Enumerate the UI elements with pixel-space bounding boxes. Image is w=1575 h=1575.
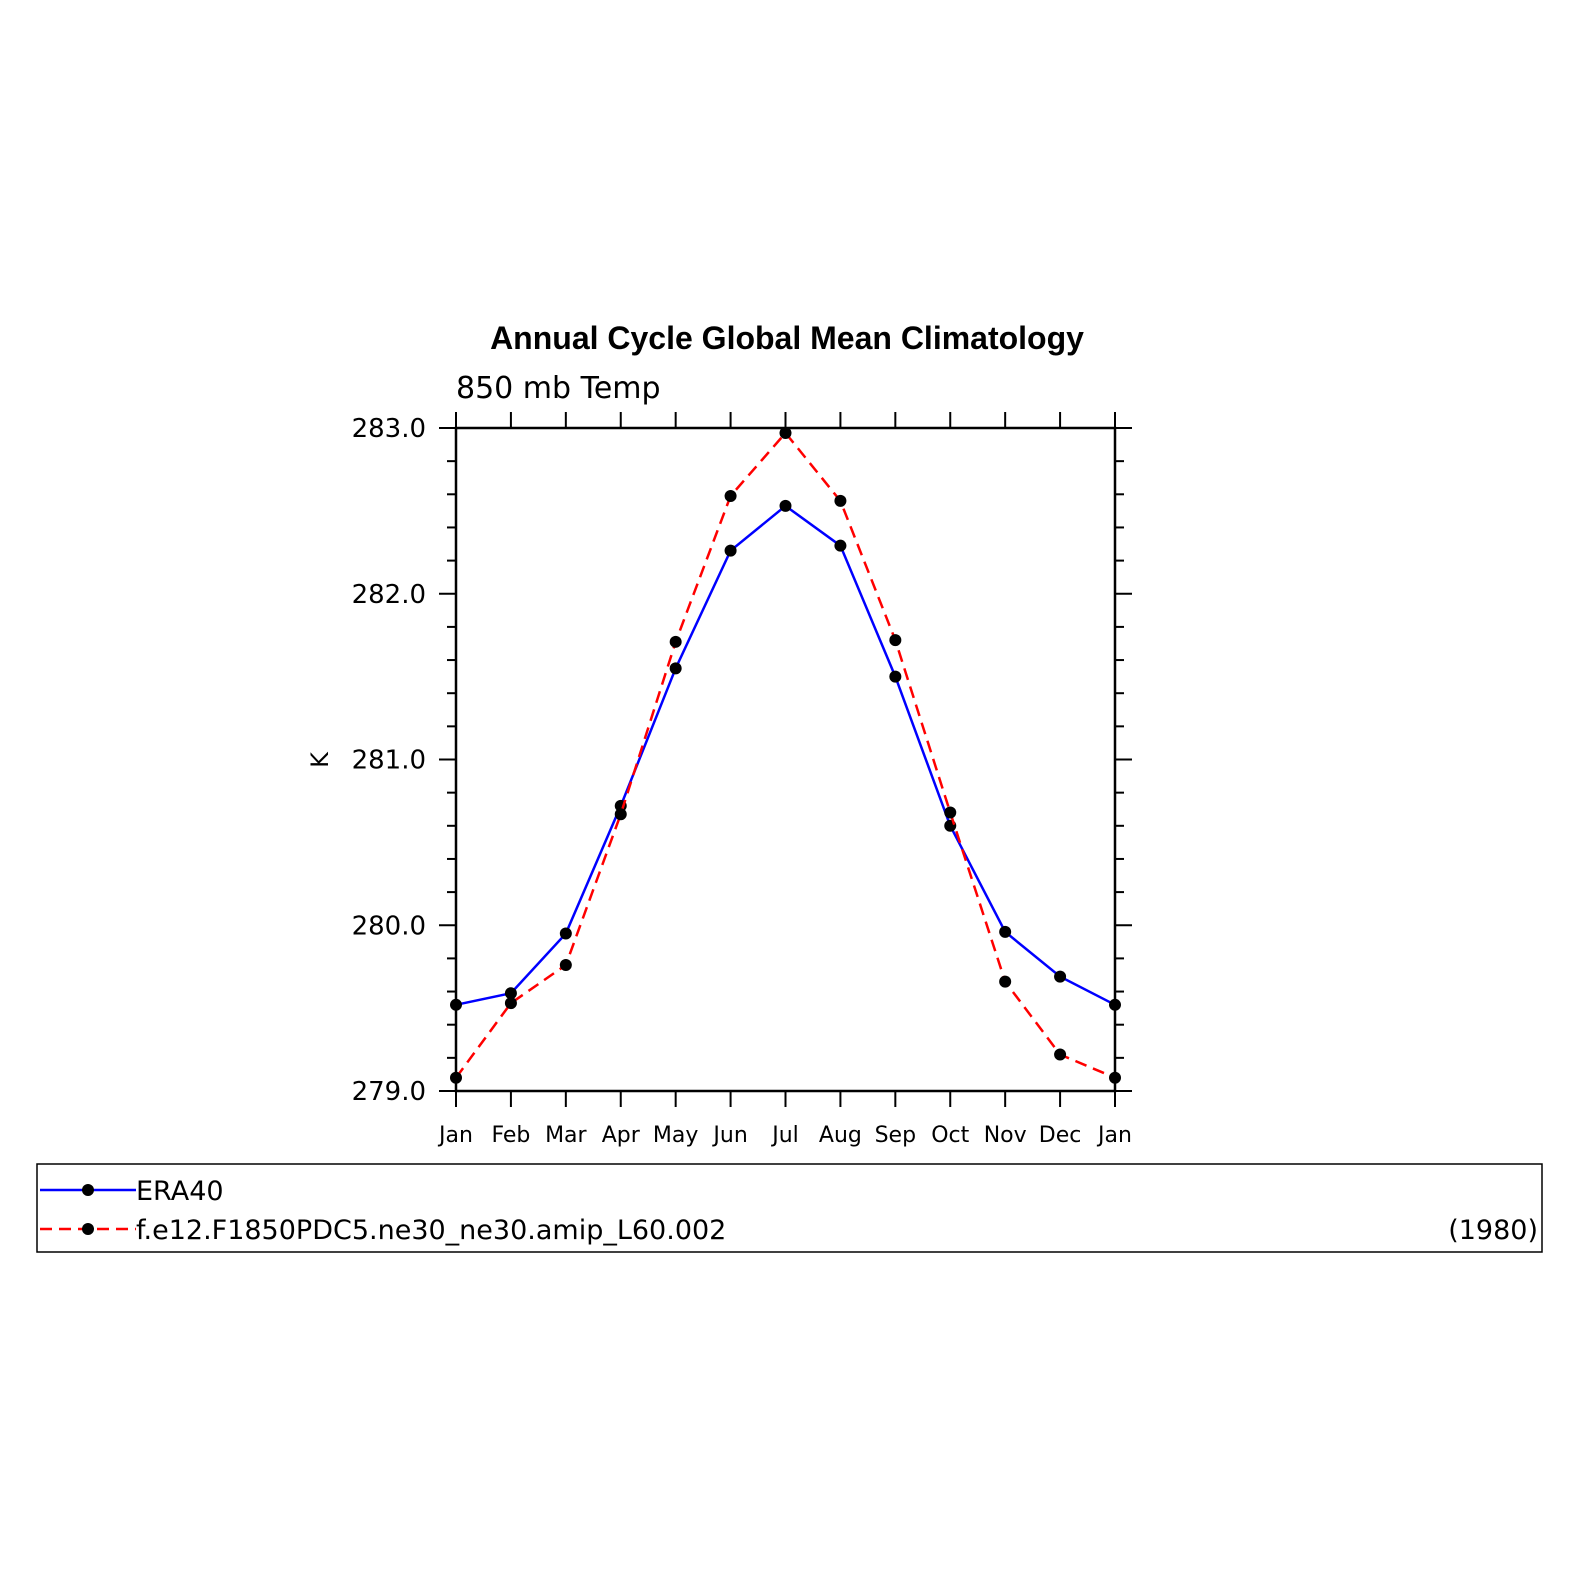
x-tick-label: Oct: [931, 1123, 969, 1148]
data-point: [944, 806, 957, 819]
data-point: [889, 634, 902, 647]
x-axis-ticks: Jan Feb Mar Apr May Jun Jul Aug Sep Oct Nov Dec Jan: [437, 412, 1132, 1148]
data-point: [614, 808, 627, 821]
x-tick-label: May: [653, 1123, 698, 1148]
data-point: [834, 494, 847, 507]
legend: ERA40 f.e12.F1850PDC5.ne30_ne30.amip_L60…: [36, 1163, 1543, 1253]
x-tick-label: Jul: [770, 1123, 799, 1148]
plot-border: [454, 426, 1117, 1093]
x-tick-label: Jan: [437, 1123, 473, 1148]
y-tick-label: 283.0: [352, 414, 426, 444]
legend-marker-era40: [82, 1184, 94, 1196]
data-point: [450, 1071, 462, 1084]
chart-title: Annual Cycle Global Mean Climatology: [490, 320, 1084, 356]
plot-frame: [454, 426, 1117, 1093]
data-point: [504, 987, 517, 1000]
chart-subtitle: 850 mb Temp: [456, 371, 661, 406]
legend-box: [36, 1163, 1543, 1253]
x-tick-label: Mar: [545, 1123, 587, 1148]
data-point: [1054, 970, 1067, 983]
series-line: [454, 431, 1116, 1079]
x-tick-label: Aug: [819, 1123, 862, 1148]
data-point: [724, 489, 737, 502]
data-point: [779, 426, 792, 439]
y-tick-label: 280.0: [352, 911, 426, 941]
data-point: [834, 539, 847, 552]
data-point: [889, 670, 902, 683]
y-axis-label: K: [306, 751, 334, 768]
legend-note: (1980): [1448, 1215, 1538, 1246]
x-tick-label: Dec: [1039, 1123, 1082, 1148]
y-tick-label: 279.0: [352, 1077, 426, 1107]
x-tick-label: Apr: [602, 1123, 641, 1148]
data-point: [999, 975, 1012, 988]
x-tick-label: Jan: [1096, 1123, 1132, 1148]
series-era40: [450, 499, 1121, 1011]
x-tick-label: Nov: [984, 1123, 1027, 1148]
series-model: [450, 426, 1121, 1084]
data-point: [669, 662, 682, 675]
data-point: [559, 959, 572, 972]
x-tick-label: Feb: [491, 1123, 530, 1148]
x-tick-label: Jun: [711, 1123, 747, 1148]
data-point: [1109, 1071, 1121, 1084]
legend-marker-model: [82, 1223, 94, 1235]
y-tick-label: 281.0: [352, 746, 426, 776]
data-point: [999, 925, 1012, 938]
legend-label-model: f.e12.F1850PDC5.ne30_ne30.amip_L60.002: [136, 1215, 726, 1246]
y-axis-ticks: 283.0 282.0 281.0 280.0 279.0: [352, 414, 1132, 1107]
data-point: [1109, 998, 1121, 1011]
data-point: [504, 997, 517, 1010]
data-point: [669, 635, 682, 648]
data-point: [779, 499, 792, 512]
x-tick-label: Sep: [875, 1123, 916, 1148]
series-layer: [450, 426, 1121, 1084]
data-point: [559, 927, 572, 940]
y-tick-label: 282.0: [352, 580, 426, 610]
series-line: [455, 504, 1116, 1007]
legend-label-era40: ERA40: [136, 1176, 224, 1207]
data-point: [450, 998, 462, 1011]
data-point: [724, 544, 737, 557]
data-point: [1054, 1048, 1067, 1061]
